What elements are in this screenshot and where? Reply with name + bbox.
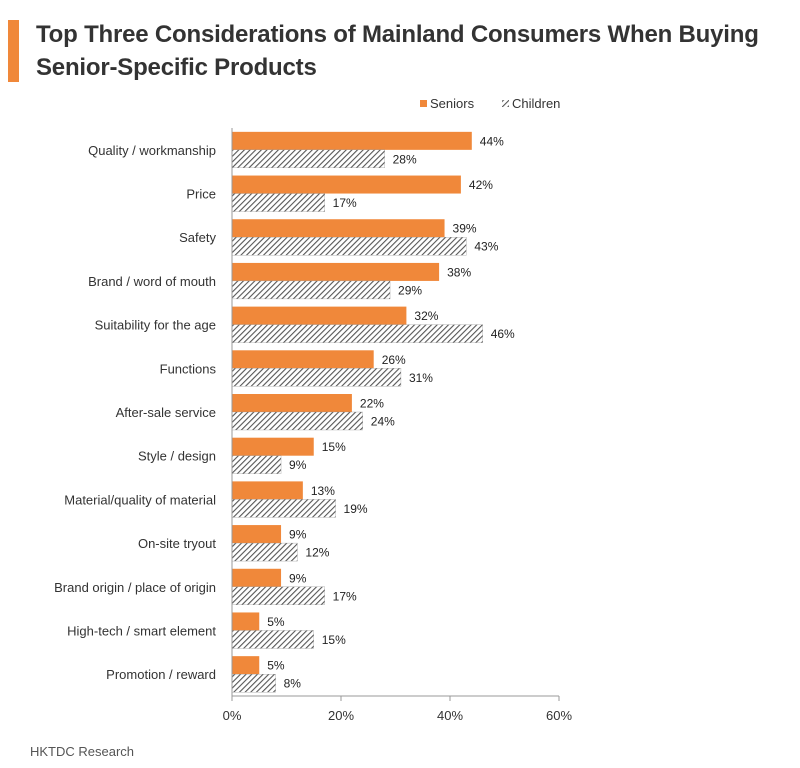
legend-label-children: Children — [512, 96, 560, 111]
bar-children — [231, 455, 282, 474]
category-label: Quality / workmanship — [88, 143, 216, 158]
bar-seniors — [232, 437, 314, 456]
value-label-children: 15% — [322, 633, 346, 647]
bar-children — [231, 586, 325, 605]
legend-label-seniors: Seniors — [430, 96, 475, 111]
value-label-children: 8% — [284, 677, 302, 691]
source-note: HKTDC Research — [30, 744, 135, 759]
title-accent-bar — [8, 20, 19, 82]
bar-children — [231, 280, 391, 300]
category-label: Functions — [160, 361, 217, 376]
bar-children — [231, 324, 483, 343]
bar-seniors — [232, 131, 472, 150]
bar-children — [231, 499, 336, 518]
bar-children — [231, 149, 385, 168]
legend: Seniors Children — [420, 96, 560, 111]
bar-seniors — [232, 481, 303, 500]
value-label-children: 24% — [371, 415, 395, 429]
category-label: Brand origin / place of origin — [54, 580, 216, 595]
bar-seniors — [232, 219, 445, 238]
x-tick-label: 60% — [546, 708, 572, 723]
bar-children — [231, 674, 276, 693]
value-label-seniors: 9% — [289, 528, 307, 542]
bar-seniors — [232, 656, 260, 675]
legend-swatch-children — [502, 100, 509, 107]
value-label-seniors: 44% — [480, 134, 504, 148]
value-label-seniors: 38% — [447, 265, 471, 279]
bar-children — [231, 542, 298, 562]
title-block: Top Three Considerations of Mainland Con… — [0, 18, 800, 90]
bar-chart: Seniors Children Quality / workmanship 44%… — [54, 96, 572, 723]
value-label-seniors: 15% — [322, 440, 346, 454]
value-label-children: 19% — [344, 502, 368, 516]
x-tick-label: 40% — [437, 708, 463, 723]
category-label: On-site tryout — [138, 536, 216, 551]
bar-children — [231, 368, 402, 387]
value-label-seniors: 42% — [469, 178, 493, 192]
bar-seniors — [232, 175, 461, 194]
value-label-children: 29% — [398, 283, 422, 297]
category-label: After-sale service — [116, 405, 216, 420]
chart-title: Top Three Considerations of Mainland Con… — [36, 21, 759, 81]
legend-swatch-seniors — [420, 100, 427, 107]
value-label-seniors: 26% — [382, 353, 406, 367]
category-label: High-tech / smart element — [67, 623, 216, 638]
value-label-seniors: 5% — [267, 615, 285, 629]
bar-children — [231, 237, 467, 256]
value-label-seniors: 5% — [267, 659, 285, 673]
bar-children — [231, 411, 363, 431]
bar-seniors — [232, 568, 282, 587]
category-label: Brand / word of mouth — [88, 274, 216, 289]
value-label-children: 28% — [393, 152, 417, 166]
value-label-children: 9% — [289, 458, 307, 472]
value-label-seniors: 32% — [414, 309, 438, 323]
category-label: Suitability for the age — [95, 318, 216, 333]
axes-group: 0% 20% 40% 60% — [223, 128, 572, 723]
x-tick-label: 20% — [328, 708, 354, 723]
bar-seniors — [232, 350, 374, 369]
value-label-seniors: 22% — [360, 397, 384, 411]
value-label-seniors: 9% — [289, 571, 307, 585]
bar-seniors — [232, 525, 282, 544]
value-label-children: 31% — [409, 371, 433, 385]
bar-seniors — [232, 612, 260, 631]
value-label-children: 43% — [474, 240, 498, 254]
value-label-seniors: 39% — [453, 222, 477, 236]
category-label: Material/quality of material — [64, 492, 216, 507]
value-label-children: 17% — [333, 196, 357, 210]
bar-seniors — [232, 394, 352, 412]
category-label: Promotion / reward — [106, 667, 216, 682]
value-label-children: 12% — [305, 546, 329, 560]
bars-group: Quality / workmanship 44% 28% Price 42% 17% Sa… — [54, 131, 515, 693]
category-label: Price — [186, 187, 216, 202]
value-label-children: 17% — [333, 589, 357, 603]
bar-children — [231, 193, 325, 212]
x-tick-label: 0% — [223, 708, 242, 723]
bar-children — [231, 630, 314, 649]
value-label-seniors: 13% — [311, 484, 335, 498]
bar-seniors — [232, 262, 440, 281]
value-label-children: 46% — [491, 327, 515, 341]
category-label: Safety — [179, 230, 216, 245]
bar-seniors — [232, 306, 407, 325]
category-label: Style / design — [138, 449, 216, 464]
